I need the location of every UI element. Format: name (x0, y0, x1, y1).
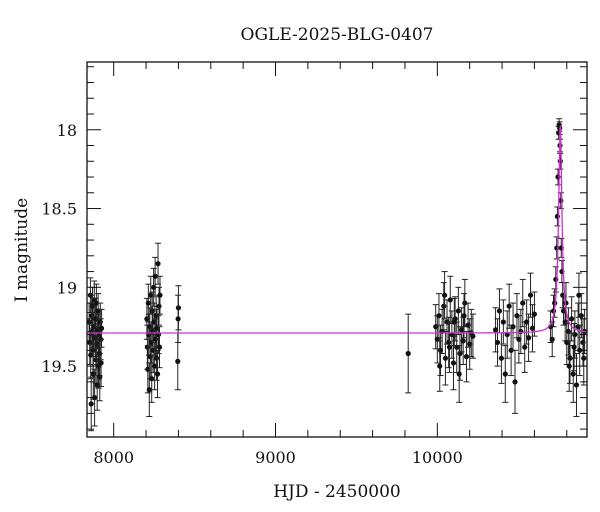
data-point (527, 292, 534, 298)
data-point (463, 354, 470, 360)
series-isolated-2018b (174, 285, 182, 391)
series-isolated-2022 (405, 313, 412, 394)
data-point (555, 174, 561, 180)
data-point (498, 355, 505, 361)
data-point (154, 371, 161, 377)
data-point (146, 387, 152, 393)
data-point (149, 376, 155, 382)
data-point (157, 292, 163, 298)
data-point (518, 328, 524, 335)
data-point (152, 273, 158, 279)
axis-ticks: 8000 9000 10000 18 18.5 19 19.5 (41, 62, 587, 467)
data-point (156, 344, 163, 350)
data-point (571, 344, 577, 350)
data-point (516, 336, 522, 342)
x-tick-label: 10000 (412, 448, 463, 467)
data-point (446, 339, 452, 346)
y-axis-label: I magnitude (12, 198, 32, 302)
data-point (98, 325, 105, 331)
data-point (461, 313, 467, 319)
data-point (496, 308, 503, 314)
data-point (470, 333, 476, 339)
y-tick-label: 18.5 (41, 200, 77, 219)
data-point (405, 350, 411, 357)
data-point (90, 371, 96, 377)
data-point (577, 347, 583, 353)
data-point (494, 339, 501, 346)
data-point (567, 355, 573, 361)
data-point (441, 303, 447, 309)
data-point (145, 300, 151, 306)
data-point (442, 355, 449, 361)
data-point (455, 308, 461, 314)
series-season-2018 (143, 242, 163, 418)
data-point (175, 358, 181, 364)
y-tick-label: 18 (57, 121, 77, 140)
data-point (525, 335, 532, 341)
data-point (88, 352, 94, 358)
data-point (549, 336, 555, 342)
data-point (566, 363, 572, 369)
data-point (573, 382, 580, 388)
data-point (152, 363, 158, 369)
data-point (500, 319, 506, 325)
data-point (156, 303, 162, 309)
data-point (506, 303, 512, 309)
data-point (502, 371, 508, 377)
series-season-2017 (87, 277, 105, 432)
data-point (153, 355, 160, 361)
model-curve (87, 125, 587, 334)
data-point (557, 158, 563, 164)
data-point (576, 292, 582, 298)
data-point (442, 292, 448, 298)
data-point (572, 331, 578, 338)
data-point (98, 360, 104, 366)
data-point (529, 325, 536, 331)
data-point (155, 261, 161, 267)
data-point (492, 327, 499, 333)
series-season-2024 (492, 272, 538, 414)
data-point (451, 319, 457, 325)
x-tick-label: 9000 (255, 448, 296, 467)
data-point (446, 344, 453, 350)
data-point (92, 395, 98, 401)
data-point (522, 344, 528, 350)
data-point (581, 355, 587, 361)
y-tick-label: 19.5 (41, 357, 77, 376)
data-point (456, 371, 462, 377)
data-point (175, 316, 181, 322)
data-point (97, 374, 103, 380)
x-axis-label: HJD - 2450000 (273, 482, 401, 502)
data-point (524, 319, 530, 325)
plot-area (87, 118, 587, 432)
data-point (531, 311, 538, 317)
data-point (88, 401, 94, 407)
data-point (520, 300, 526, 306)
data-point (512, 379, 518, 385)
data-point (437, 363, 443, 369)
chart-title: OGLE-2025-BLG-0407 (241, 25, 434, 45)
x-tick-label: 8000 (93, 448, 134, 467)
data-point (569, 316, 575, 322)
series-season-2023 (432, 271, 476, 403)
data-point (510, 324, 516, 330)
y-tick-label: 19 (57, 278, 77, 297)
data-point (450, 360, 457, 366)
data-point (460, 338, 466, 344)
data-point (436, 313, 442, 319)
data-point (570, 371, 576, 377)
plot-frame (86, 61, 588, 438)
series-season-2025-event (547, 118, 587, 418)
